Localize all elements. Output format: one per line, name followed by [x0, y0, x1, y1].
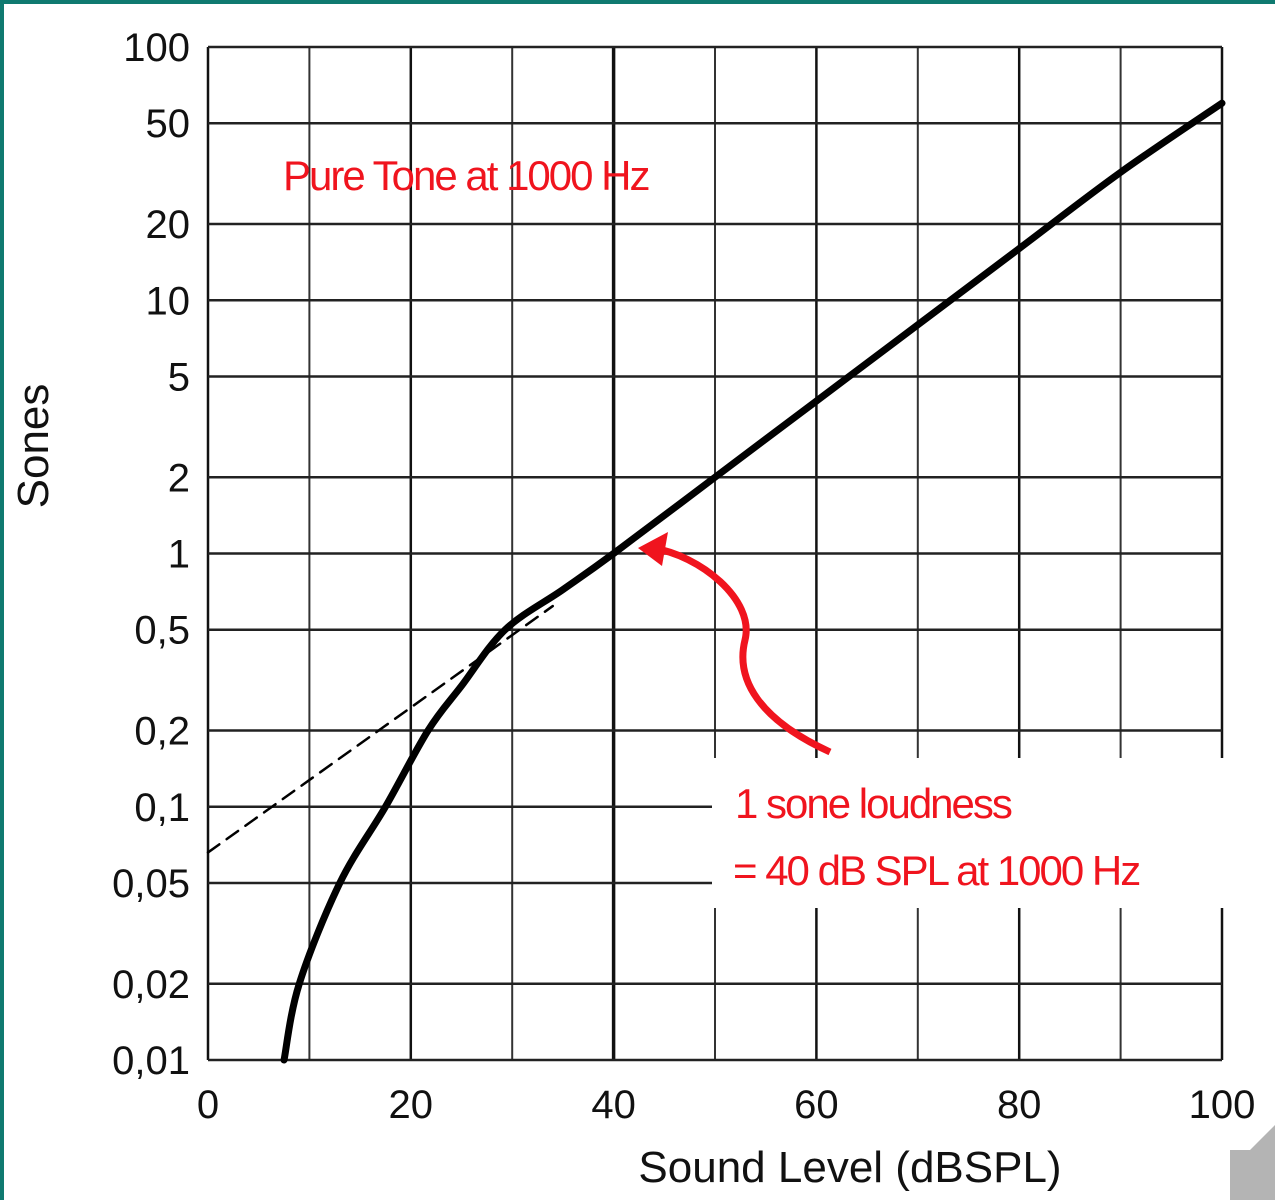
- y-tick-label: 20: [146, 203, 191, 247]
- tick-labels: 100 50 20 10 5 2 1 0,5 0,2 0,1 0,05 0,02 0,010 20 40 60…: [112, 26, 1255, 1127]
- y-tick-label: 0,02: [112, 963, 190, 1007]
- y-axis-label: Sones: [9, 384, 58, 509]
- series: [206, 99, 1226, 1064]
- x-tick-label: 80: [997, 1083, 1042, 1127]
- y-tick-label: 0,05: [112, 862, 190, 906]
- annotation-arrow: [651, 544, 832, 756]
- x-tick-label: 40: [591, 1083, 636, 1127]
- annotation-arrowhead: [638, 532, 668, 566]
- y-tick-label: 2: [168, 456, 190, 500]
- annotation-line2: = 40 dB SPL at 1000 Hz: [733, 847, 1139, 894]
- x-tick-label: 20: [389, 1083, 434, 1127]
- annotation-title: Pure Tone at 1000 Hz: [283, 152, 649, 199]
- y-tick-label: 0,5: [134, 609, 190, 653]
- y-tick-label: 0,01: [112, 1039, 190, 1083]
- y-tick-label: 10: [146, 279, 191, 323]
- speaker-icon: [1230, 1125, 1275, 1200]
- x-axis-label: Sound Level (dBSPL): [638, 1143, 1061, 1192]
- y-tick-label: 0,2: [134, 710, 190, 754]
- y-tick-label: 0,1: [134, 786, 190, 830]
- x-tick-label: 100: [1189, 1083, 1256, 1127]
- x-tick-label: 60: [794, 1083, 839, 1127]
- y-tick-label: 1: [168, 533, 190, 577]
- y-tick-label: 50: [146, 102, 191, 146]
- loudness-curve: [280, 99, 1226, 1064]
- dashed-extension-line: [206, 604, 555, 854]
- annotation-box: [712, 758, 1267, 908]
- y-tick-label: 5: [168, 355, 190, 399]
- annotation-line1: 1 sone loudness: [735, 780, 1012, 827]
- x-tick-label: 0: [197, 1083, 219, 1127]
- y-tick-label: 100: [123, 26, 190, 70]
